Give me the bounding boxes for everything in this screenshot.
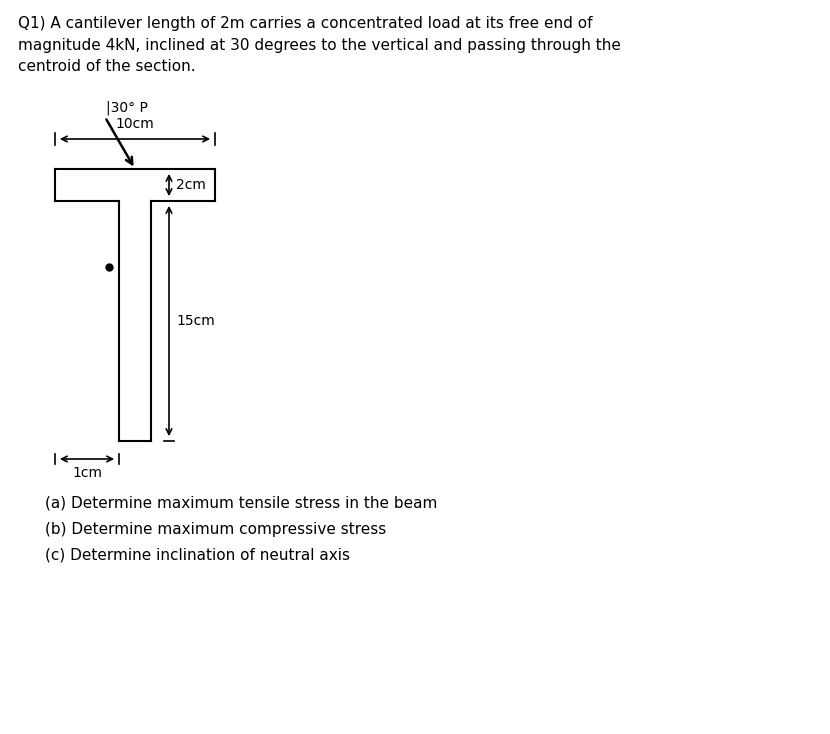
Text: (a) Determine maximum tensile stress in the beam: (a) Determine maximum tensile stress in … [45,496,437,511]
Text: 2cm: 2cm [176,178,206,192]
Text: 15cm: 15cm [176,314,215,328]
Text: Q1) A cantilever length of 2m carries a concentrated load at its free end of
mag: Q1) A cantilever length of 2m carries a … [18,16,621,74]
Text: 10cm: 10cm [115,117,154,131]
Text: |30° P: |30° P [106,101,148,115]
Text: 1cm: 1cm [72,466,102,480]
Text: (b) Determine maximum compressive stress: (b) Determine maximum compressive stress [45,522,386,537]
Text: (c) Determine inclination of neutral axis: (c) Determine inclination of neutral axi… [45,548,350,563]
